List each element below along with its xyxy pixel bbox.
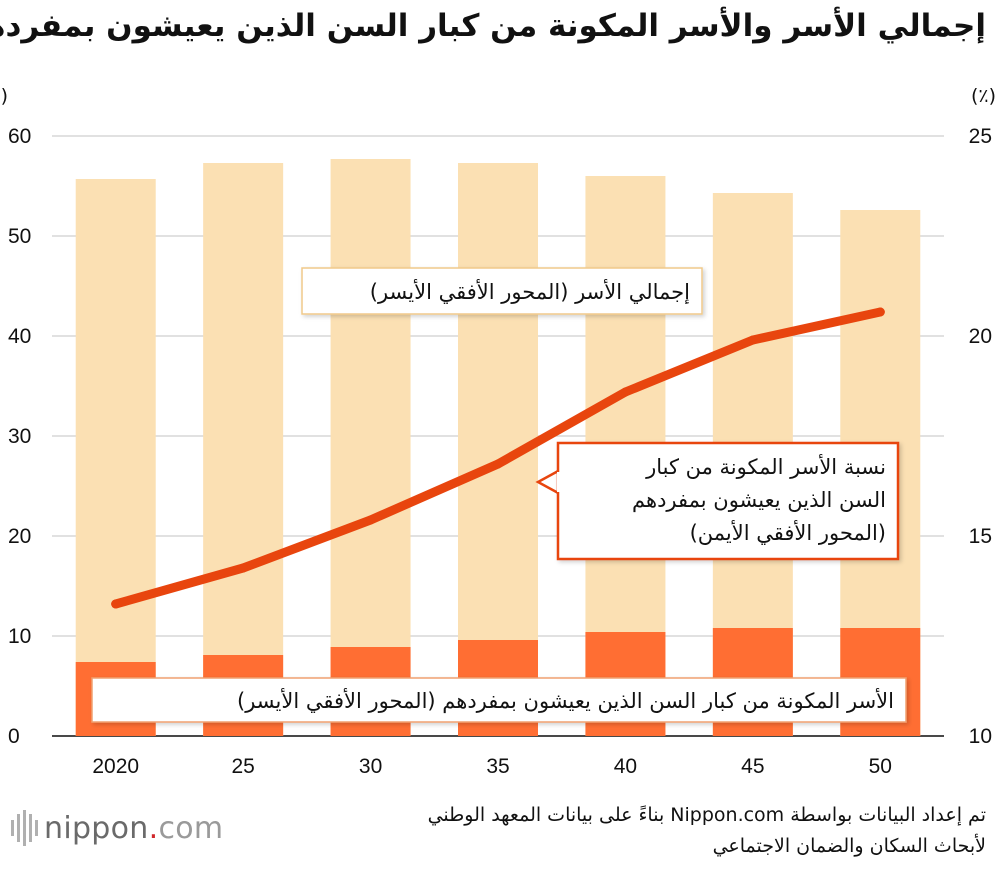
- source-line-1: تم إعداد البيانات بواسطة Nippon.com بناء…: [427, 804, 986, 826]
- x-tick-25: 25: [231, 755, 254, 778]
- logo-suffix: com: [158, 810, 224, 846]
- callout-ratio-line-3: (المحور الأفقي الأيمن): [690, 520, 886, 545]
- ratio-point-2020: [111, 599, 121, 609]
- right-tick-15: 15: [969, 525, 992, 548]
- right-tick-25: 25: [969, 125, 992, 148]
- callout-ratio-line-2: السن الذين يعيشون بمفردهم: [632, 488, 886, 513]
- chart-title: إجمالي الأسر والأسر المكونة من كبار السن…: [0, 8, 986, 44]
- callout-ratio-line-1: نسبة الأسر المكونة من كبار: [645, 454, 886, 479]
- right-axis: 10 15 20 25: [969, 125, 992, 748]
- x-tick-2020: 2020: [92, 755, 139, 778]
- ratio-point-45: [748, 335, 758, 345]
- callout-total-households: إجمالي الأسر (المحور الأفقي الأيسر): [301, 267, 703, 315]
- x-axis: 2020 25 30 35 40 45 50: [92, 755, 892, 778]
- x-tick-35: 35: [486, 755, 509, 778]
- x-tick-40: 40: [614, 755, 637, 778]
- left-tick-30: 30: [8, 425, 31, 448]
- left-tick-50: 50: [8, 225, 31, 248]
- left-axis: 0 10 20 30 40 50 60: [8, 125, 31, 748]
- ratio-point-25: [238, 563, 248, 573]
- ratio-point-40: [620, 387, 630, 397]
- nippon-logo: nippon.com: [10, 806, 223, 850]
- logo-word: nippon: [44, 810, 149, 846]
- logo-wordmark: nippon.com: [44, 811, 223, 846]
- bar-total-2020: [75, 179, 156, 736]
- callout-total-text: إجمالي الأسر (المحور الأفقي الأيسر): [370, 279, 690, 305]
- left-tick-20: 20: [8, 525, 31, 548]
- callout-single-text: الأسر المكونة من كبار السن الذين يعيشون …: [237, 688, 894, 714]
- ratio-point-50: [875, 307, 885, 317]
- right-tick-20: 20: [969, 325, 992, 348]
- bar-total-30: [330, 159, 411, 736]
- right-tick-10: 10: [969, 725, 992, 748]
- right-axis-unit: (٪): [971, 85, 996, 107]
- logo-dot: .: [148, 810, 159, 846]
- left-tick-0: 0: [8, 725, 20, 748]
- callout-ratio: نسبة الأسر المكونة من كبار السن الذين يع…: [535, 441, 900, 561]
- left-tick-60: 60: [8, 125, 31, 148]
- x-tick-30: 30: [359, 755, 382, 778]
- left-tick-10: 10: [8, 625, 31, 648]
- source-line-2: لأبحاث السكان والضمان الاجتماعي: [712, 835, 986, 857]
- left-axis-unit: (مليون): [0, 85, 8, 107]
- x-tick-50: 50: [869, 755, 892, 778]
- ratio-line-layer: [111, 307, 885, 609]
- bar-total-25: [203, 163, 284, 736]
- x-tick-45: 45: [741, 755, 764, 778]
- ratio-point-35: [493, 459, 503, 469]
- source-note: تم إعداد البيانات بواسطة Nippon.com بناء…: [226, 800, 986, 862]
- ratio-point-30: [366, 515, 376, 525]
- callout-single-households: الأسر المكونة من كبار السن الذين يعيشون …: [91, 677, 907, 723]
- left-tick-40: 40: [8, 325, 31, 348]
- logo-mark-icon: [11, 810, 38, 846]
